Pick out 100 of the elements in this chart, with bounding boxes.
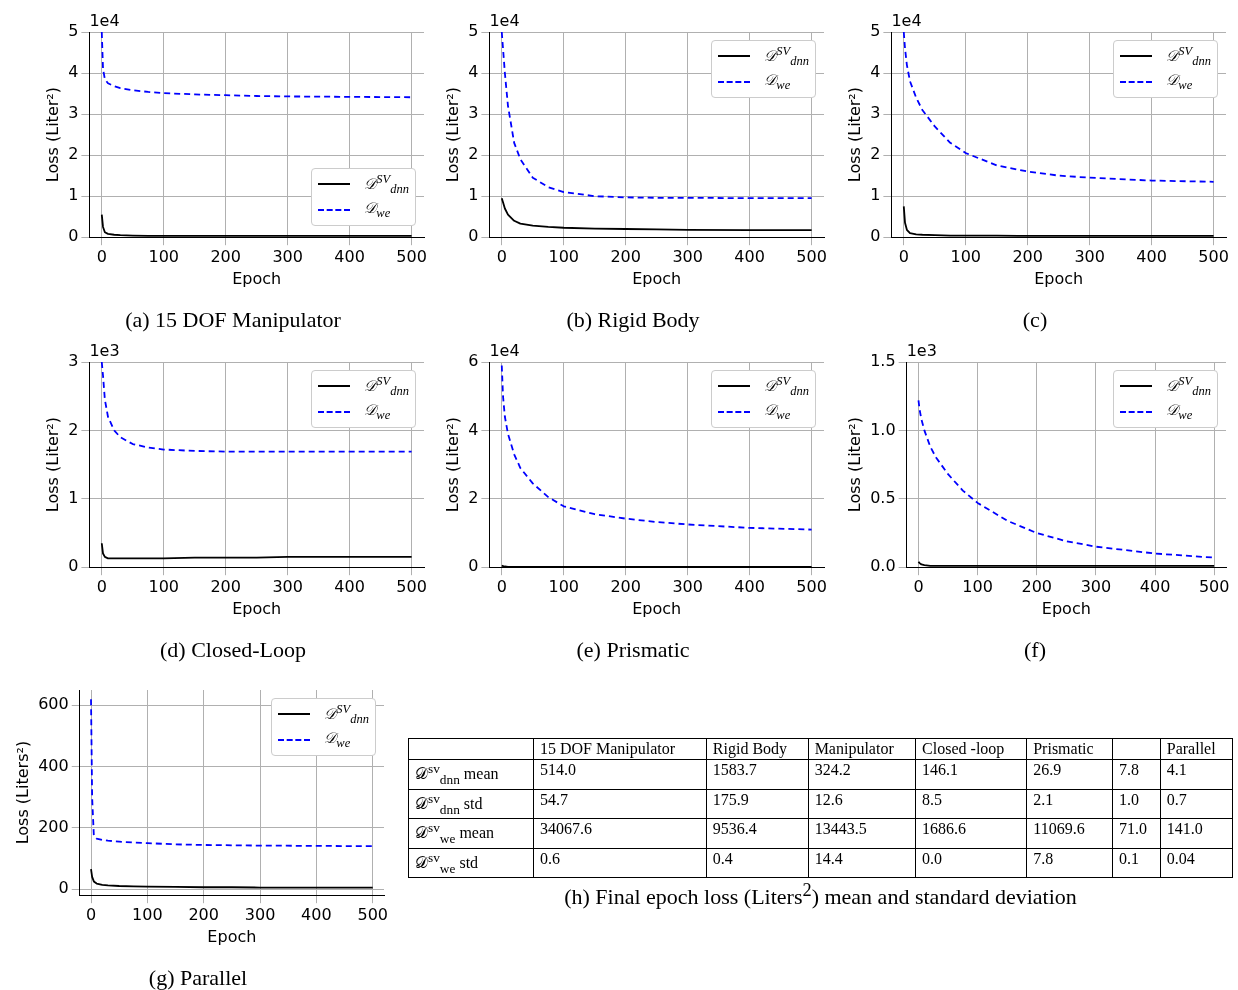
x-tick-label: 100 [548, 246, 580, 266]
x-tick-label: 100 [148, 576, 180, 596]
y-tick-label: 2 [870, 144, 881, 164]
x-tick-label: 0 [496, 576, 507, 596]
text: 1e3 [89, 341, 120, 361]
legend-label: 𝒟$_{we}$ [764, 401, 791, 423]
x-tick-label: 500 [396, 576, 427, 596]
y-axis-title: Loss (Liter²) [42, 87, 62, 183]
y-axis-title: Loss (Liter²) [844, 87, 864, 183]
legend-label: 𝒟$_{we}$ [764, 71, 791, 93]
category-label: Closed -loop [915, 738, 1027, 760]
text: 7.8 [1033, 849, 1054, 867]
y-tick-label: 0 [468, 556, 479, 576]
x-tick-label: 100 [962, 576, 993, 596]
text: 1e4 [489, 341, 520, 361]
y-tick-label: 600 [38, 694, 69, 714]
x-tick-label: 0 [96, 576, 107, 596]
text: (c) [1022, 306, 1048, 332]
text: 26.9 [1033, 761, 1062, 778]
x-tick-label: 200 [1012, 246, 1043, 266]
x-tick-label: 200 [188, 904, 219, 924]
x-tick-label: 0 [913, 576, 924, 596]
text: 1e4 [489, 11, 520, 31]
y-tick-label: 0 [68, 226, 79, 246]
text: 11069.6 [1033, 820, 1085, 838]
x-axis-title: Epoch [232, 269, 282, 289]
category-label: 𝒟$^{sv}$$_{dnn}$ mean [415, 761, 499, 787]
x-tick-label: 0 [496, 246, 507, 266]
category-label: Parallel [1160, 738, 1233, 760]
x-tick-label: 200 [610, 576, 641, 596]
x-tick-label: 100 [132, 904, 163, 924]
text: (d) Closed-Loop [159, 636, 307, 662]
y-tick-label: 2 [68, 144, 79, 164]
legend-label: 𝒟$_{we}$ [364, 401, 391, 423]
text: 7.8 [1118, 761, 1139, 778]
y-tick-label: 3 [870, 103, 881, 123]
text: (a) 15 DOF Manipulator [125, 306, 342, 332]
y-tick-label: 0 [68, 556, 79, 576]
y-tick-label: 0.5 [870, 487, 896, 507]
y-tick-label: 1.0 [870, 419, 896, 439]
y-tick-label: 1 [68, 487, 79, 507]
text: 13443.5 [814, 820, 867, 838]
x-tick-label: 300 [244, 904, 276, 924]
x-tick-label: 400 [1136, 246, 1167, 266]
y-tick-label: 5 [68, 21, 79, 41]
text: 0.1 [1118, 849, 1139, 867]
x-tick-label: 300 [672, 246, 703, 266]
text: 0.0 [922, 849, 943, 867]
y-tick-label: 3 [468, 103, 479, 123]
y-axis-title: Loss (Liter²) [442, 417, 462, 513]
x-axis-title: Epoch [1041, 599, 1091, 619]
y-tick-label: 3 [68, 103, 79, 123]
text: 12.6 [814, 790, 843, 808]
category-label: 𝒟$^{sv}$$_{we}$ mean [415, 820, 495, 846]
x-tick-label: 400 [301, 904, 332, 924]
x-tick-label: 100 [548, 576, 580, 596]
text: 1e4 [89, 11, 120, 31]
text: 2.1 [1033, 790, 1054, 808]
text: 4.1 [1166, 761, 1187, 778]
text: (g) Parallel [148, 964, 248, 990]
text: 8.5 [922, 790, 943, 808]
x-tick-label: 400 [734, 246, 765, 266]
legend-label: 𝒟$_{we}$ [364, 199, 391, 221]
x-tick-label: 200 [210, 246, 241, 266]
y-axis-title: Loss (Liters²) [12, 740, 32, 845]
y-tick-label: 400 [38, 755, 69, 775]
x-tick-label: 300 [272, 246, 303, 266]
x-tick-label: 0 [96, 246, 107, 266]
x-tick-label: 300 [272, 576, 303, 596]
category-label: Manipulator [808, 738, 916, 760]
x-axis-title: Epoch [632, 599, 682, 619]
category-label: 𝒟$^{sv}$$_{we}$ std [415, 849, 479, 876]
legend-label: 𝒟$_{we}$ [1166, 401, 1193, 423]
x-tick-label: 500 [796, 576, 827, 596]
y-tick-label: 0 [58, 878, 69, 898]
y-tick-label: 1.5 [870, 351, 896, 371]
text: (e) Prismatic [576, 636, 690, 662]
legend-label: 𝒟$_{we}$ [1166, 71, 1193, 93]
x-tick-label: 200 [610, 246, 641, 266]
text: 141.0 [1166, 820, 1203, 838]
y-tick-label: 5 [870, 21, 881, 41]
text: 1.0 [1118, 790, 1139, 808]
category-label: Rigid Body [706, 738, 809, 760]
x-axis-title: Epoch [232, 599, 282, 619]
text: 514.0 [540, 761, 576, 778]
x-tick-label: 400 [734, 576, 765, 596]
x-tick-label: 500 [396, 246, 427, 266]
text: 1686.6 [922, 820, 967, 838]
y-axis-title: Loss (Liter²) [844, 417, 864, 513]
text: 1e4 [891, 11, 922, 31]
text: 324.2 [814, 761, 851, 778]
x-axis-title: Epoch [1034, 269, 1084, 289]
y-tick-label: 1 [68, 185, 79, 205]
text: (h) Final epoch loss (Liters$^{2}$) mean and standard deviation [563, 880, 1078, 911]
y-tick-label: 6 [468, 351, 479, 371]
y-tick-label: 3 [68, 351, 79, 371]
y-tick-label: 4 [468, 419, 479, 439]
y-tick-label: 2 [468, 144, 479, 164]
x-tick-label: 100 [950, 246, 982, 266]
text: 0.6 [540, 849, 560, 867]
